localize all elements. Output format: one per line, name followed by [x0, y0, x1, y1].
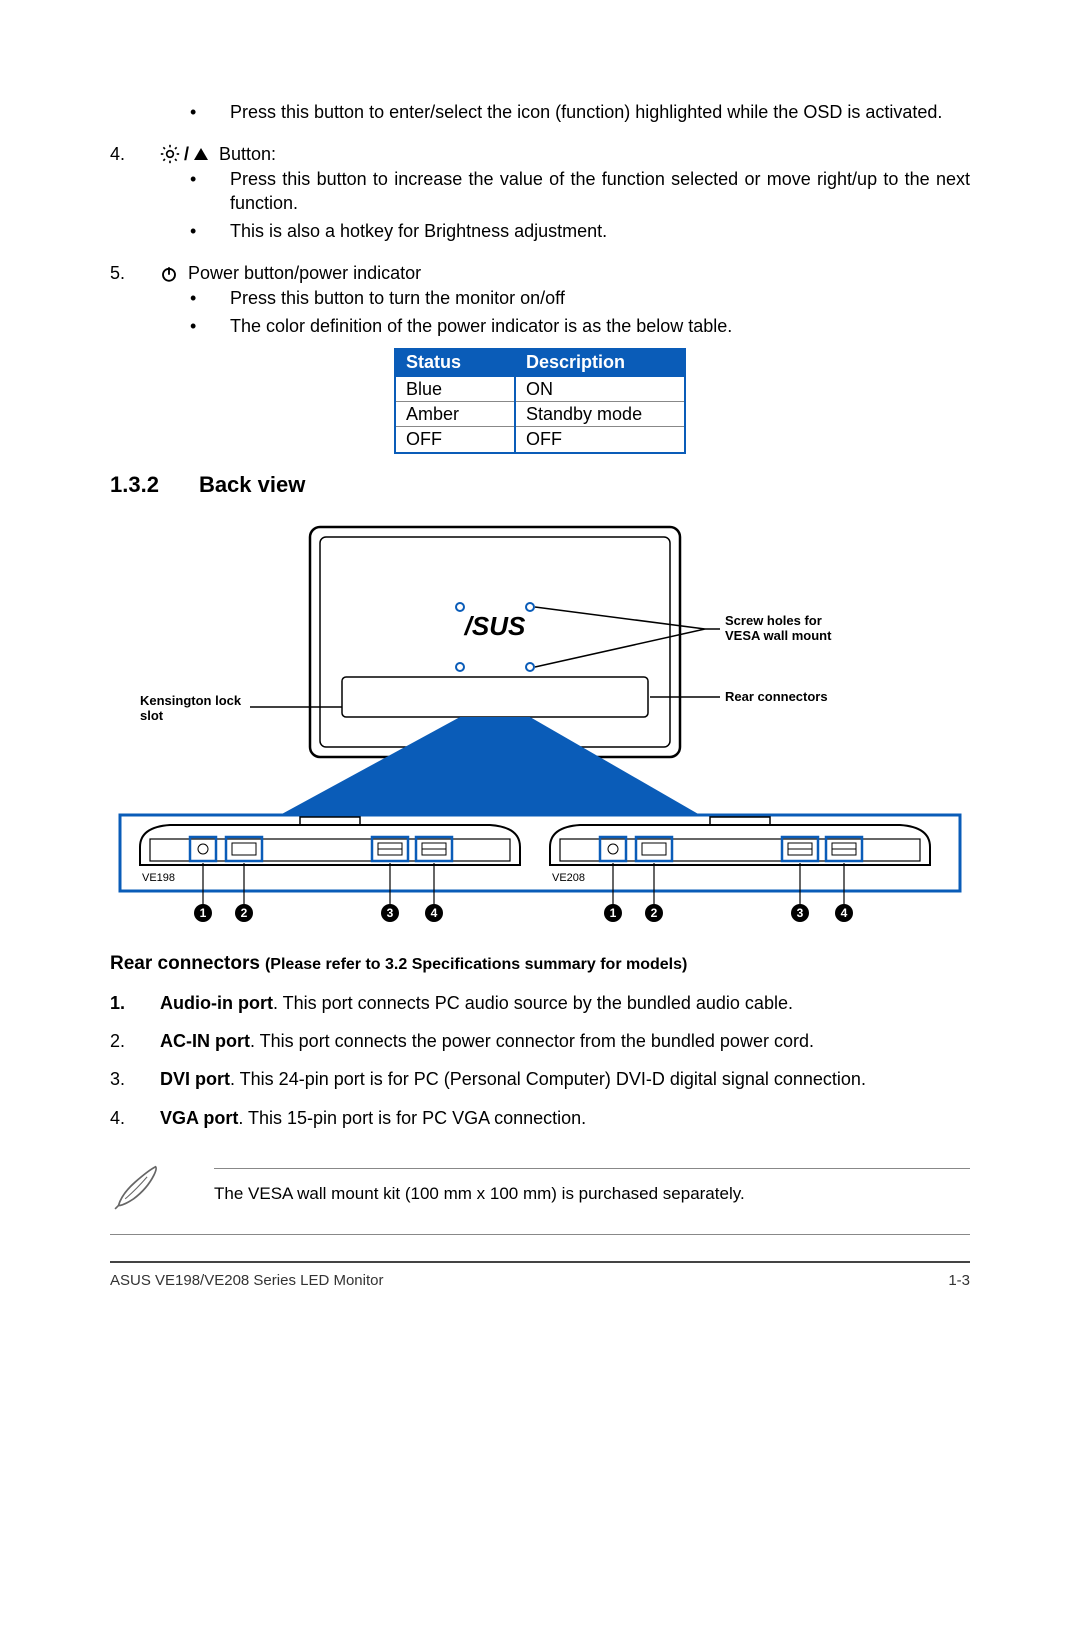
conn3-num: 3. — [110, 1067, 160, 1091]
label-vesa: Screw holes forVESA wall mount — [725, 613, 832, 643]
conn2-text: . This port connects the power connector… — [250, 1031, 814, 1051]
section-title: Back view — [199, 470, 305, 500]
td-r3c2: OFF — [515, 427, 685, 453]
td-r2c2: Standby mode — [515, 401, 685, 426]
conn2-num: 2. — [110, 1029, 160, 1053]
label-rear: Rear connectors — [725, 689, 828, 704]
model2-label: VE208 — [552, 872, 585, 884]
svg-text:4: 4 — [841, 906, 848, 920]
conn3-title: DVI port — [160, 1069, 230, 1089]
back-view-diagram: /SUS Kensington lockslot Screw holes for… — [110, 517, 970, 937]
item4-label: Button: — [219, 142, 276, 166]
label-kensington: Kensington lockslot — [140, 693, 242, 723]
rear-connectors-heading: Rear connectors (Please refer to 3.2 Spe… — [110, 951, 970, 977]
item4-num: 4. — [110, 142, 160, 247]
up-triangle-icon — [193, 146, 209, 162]
svg-text:2: 2 — [651, 906, 658, 920]
item5-b1: Press this button to turn the monitor on… — [230, 286, 970, 310]
conn1-num: 1. — [110, 991, 160, 1015]
td-r3c1: OFF — [395, 427, 515, 453]
item4-b2: This is also a hotkey for Brightness adj… — [230, 219, 970, 243]
section-num: 1.3.2 — [110, 470, 159, 500]
item5-b2: The color definition of the power indica… — [230, 314, 970, 338]
svg-text:1: 1 — [610, 906, 617, 920]
slash: / — [184, 142, 189, 166]
item5-num: 5. — [110, 261, 160, 342]
th-desc: Description — [515, 348, 685, 376]
svg-text:/SUS: /SUS — [464, 611, 526, 641]
footer-left: ASUS VE198/VE208 Series LED Monitor — [110, 1271, 383, 1291]
th-status: Status — [395, 348, 515, 376]
conn1-text: . This port connects PC audio source by … — [273, 993, 793, 1013]
svg-text:2: 2 — [241, 906, 248, 920]
top-bullet: Press this button to enter/select the ic… — [230, 100, 970, 124]
item4-b1: Press this button to increase the value … — [230, 167, 970, 216]
td-r2c1: Amber — [395, 401, 515, 426]
brightness-icon — [160, 144, 180, 164]
td-r1c2: ON — [515, 377, 685, 402]
conn3-text: . This 24-pin port is for PC (Personal C… — [230, 1069, 866, 1089]
conn4-num: 4. — [110, 1106, 160, 1130]
conn4-text: . This 15-pin port is for PC VGA connect… — [238, 1108, 586, 1128]
conn1-title: Audio-in port — [160, 993, 273, 1013]
footer-right: 1-3 — [948, 1271, 970, 1291]
svg-text:4: 4 — [431, 906, 438, 920]
note-text: The VESA wall mount kit (100 mm x 100 mm… — [214, 1168, 970, 1206]
item5-label: Power button/power indicator — [188, 261, 421, 285]
model1-label: VE198 — [142, 872, 175, 884]
conn4-title: VGA port — [160, 1108, 238, 1128]
power-icon — [160, 265, 178, 283]
svg-text:1: 1 — [200, 906, 207, 920]
power-indicator-table: StatusDescription BlueON AmberStandby mo… — [394, 348, 686, 453]
conn2-title: AC-IN port — [160, 1031, 250, 1051]
svg-text:3: 3 — [387, 906, 394, 920]
pen-note-icon — [110, 1160, 164, 1214]
svg-text:3: 3 — [797, 906, 804, 920]
td-r1c1: Blue — [395, 377, 515, 402]
